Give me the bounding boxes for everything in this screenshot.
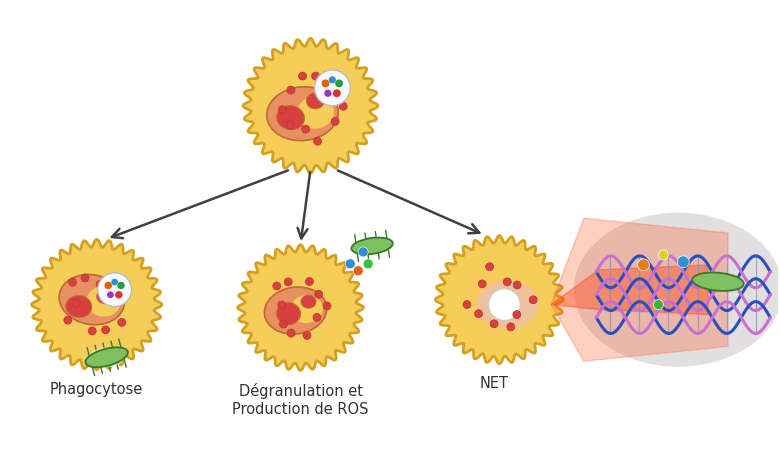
Circle shape [346,259,355,269]
Circle shape [529,296,537,304]
Circle shape [513,281,521,289]
Circle shape [98,273,132,307]
Circle shape [478,280,486,288]
Circle shape [658,250,668,260]
Circle shape [490,320,498,328]
Ellipse shape [277,106,304,130]
Circle shape [363,259,373,269]
Circle shape [273,282,281,290]
Circle shape [323,302,331,310]
Ellipse shape [89,347,124,367]
Circle shape [333,89,341,97]
Circle shape [637,259,650,271]
Ellipse shape [277,302,300,325]
Circle shape [287,86,295,94]
Circle shape [88,327,96,335]
Polygon shape [238,245,363,371]
Polygon shape [551,218,728,361]
Circle shape [512,310,521,319]
Circle shape [299,72,307,80]
Ellipse shape [87,287,120,317]
Ellipse shape [59,274,124,325]
Circle shape [328,76,336,83]
Circle shape [654,300,663,310]
Circle shape [101,326,109,334]
Circle shape [112,279,118,285]
Circle shape [677,256,690,268]
Circle shape [81,274,89,282]
Polygon shape [551,265,708,315]
Circle shape [315,290,323,298]
Ellipse shape [264,287,327,334]
Ellipse shape [301,295,316,308]
Circle shape [115,291,122,299]
Circle shape [279,320,287,328]
Circle shape [73,299,80,307]
Circle shape [503,278,511,286]
Circle shape [358,247,368,257]
Circle shape [507,323,515,331]
Circle shape [324,90,331,97]
Circle shape [312,72,320,80]
Circle shape [463,301,471,309]
Circle shape [313,313,321,321]
Text: Dégranulation et
Production de ROS: Dégranulation et Production de ROS [232,383,369,417]
Circle shape [353,266,363,276]
Polygon shape [435,236,563,364]
Polygon shape [31,239,162,370]
Circle shape [278,106,286,114]
Circle shape [335,80,343,87]
Ellipse shape [307,93,324,109]
Circle shape [278,301,285,309]
Circle shape [321,80,329,87]
Circle shape [306,277,314,285]
Polygon shape [243,38,378,173]
Ellipse shape [574,213,780,367]
Circle shape [486,263,494,271]
Circle shape [69,278,76,286]
Circle shape [328,84,335,92]
Ellipse shape [693,273,744,291]
Text: NET: NET [480,376,509,391]
Circle shape [118,319,126,327]
Circle shape [332,118,339,126]
Circle shape [339,102,347,110]
Circle shape [284,278,292,286]
Ellipse shape [86,347,128,367]
Ellipse shape [476,281,538,328]
Circle shape [302,125,310,133]
Circle shape [64,316,72,324]
Circle shape [474,310,483,318]
Circle shape [105,282,112,289]
Circle shape [109,287,117,295]
Circle shape [314,70,350,106]
Ellipse shape [66,296,92,318]
Ellipse shape [97,290,112,304]
Circle shape [96,280,105,288]
Circle shape [107,292,114,298]
Text: Phagocytose: Phagocytose [50,382,144,397]
Ellipse shape [267,87,339,141]
Circle shape [117,282,125,289]
Circle shape [112,299,119,307]
Circle shape [488,289,520,320]
Circle shape [286,121,294,129]
Circle shape [314,137,321,145]
Ellipse shape [352,237,393,255]
Ellipse shape [296,97,334,129]
Circle shape [303,331,311,339]
Ellipse shape [290,295,323,323]
Circle shape [287,329,295,337]
